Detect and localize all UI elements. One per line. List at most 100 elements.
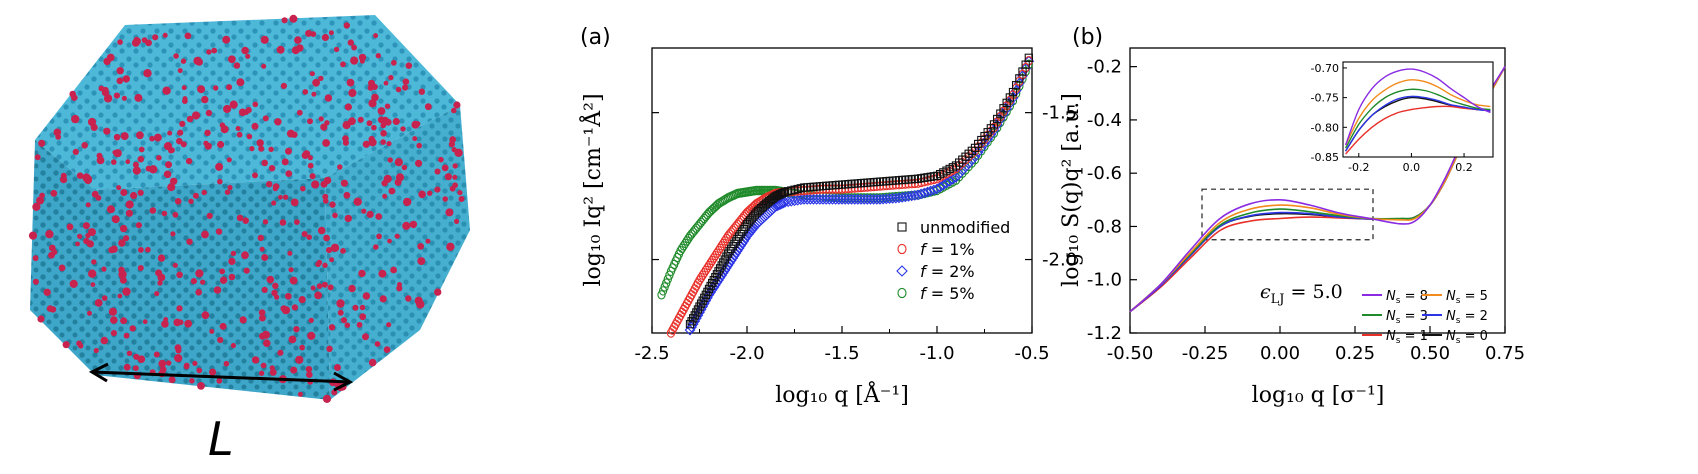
particle-dot — [108, 307, 117, 316]
particle-dot — [201, 230, 209, 239]
particle-dot — [301, 231, 308, 237]
particle-dot — [368, 99, 377, 108]
particle-dot — [321, 33, 329, 42]
particle-dot — [452, 163, 458, 169]
particle-dot — [106, 53, 115, 62]
legend-label: unmodified — [920, 218, 1010, 237]
particle-dot — [289, 14, 298, 23]
particle-dot — [328, 30, 334, 36]
particle-dot — [336, 299, 345, 308]
data-marker-square — [1024, 53, 1033, 62]
particle-dot — [101, 295, 108, 301]
particle-dot — [284, 292, 292, 300]
particle-dot — [357, 116, 364, 123]
particle-dot — [373, 244, 379, 250]
particle-dot — [334, 364, 341, 371]
particle-dot — [186, 238, 193, 245]
data-marker-diamond — [941, 177, 952, 189]
particle-dot — [131, 39, 140, 47]
particle-dot — [260, 35, 269, 44]
particle-dot — [285, 170, 293, 178]
particle-dot — [174, 344, 182, 351]
particle-dot — [82, 222, 90, 230]
data-marker-diamond — [934, 181, 946, 193]
particle-dot — [228, 55, 236, 64]
particle-dot — [362, 292, 371, 300]
particle-dot — [388, 187, 396, 195]
legend-label: Ns = 1 — [1386, 329, 1428, 346]
particle-dot — [32, 255, 39, 262]
particle-dot — [366, 120, 373, 127]
particle-dot — [256, 139, 264, 147]
simulation-cube: L — [28, 14, 470, 466]
particle-dot — [330, 243, 340, 252]
particle-dot — [383, 346, 391, 353]
particle-dot — [60, 176, 68, 184]
data-marker-diamond — [899, 191, 911, 203]
particle-dot — [371, 93, 379, 102]
particle-dot — [414, 296, 423, 305]
particle-dot — [261, 63, 267, 69]
particle-dot — [352, 304, 359, 311]
particle-dot — [149, 165, 158, 174]
particle-dot — [252, 101, 259, 108]
particle-dot — [402, 221, 411, 230]
y-tick-label: -1.5 — [1042, 103, 1077, 124]
particle-dot — [366, 210, 374, 218]
particle-dot — [293, 326, 300, 333]
particle-dot — [239, 316, 247, 324]
particle-dot — [281, 17, 288, 24]
particle-dot — [241, 46, 249, 55]
particle-dot — [78, 343, 84, 349]
particle-dot — [384, 103, 391, 109]
particle-dot — [145, 246, 151, 253]
particle-dot — [96, 156, 105, 165]
particle-dot — [405, 62, 413, 69]
particle-dot — [197, 382, 205, 390]
particle-dot — [226, 157, 232, 163]
particle-dot — [180, 58, 187, 64]
particle-dot — [362, 333, 369, 341]
particle-dot — [45, 230, 54, 239]
panel-b-legend: Ns = 8 Ns = 5 Ns = 3 Ns = 2 Ns = 1 Ns = 0 — [1362, 289, 1488, 346]
particle-dot — [266, 275, 275, 284]
particle-dot — [219, 122, 226, 128]
particle-dot — [191, 111, 201, 120]
particle-dot — [192, 192, 199, 199]
particle-dot — [310, 31, 317, 37]
particle-dot — [177, 68, 183, 74]
panel-a: (a) -2.5 -2.0 -1.5 -1.0 -0.5 -2.0 -1.5 log₁₀ … — [578, 25, 1077, 408]
particle-dot — [378, 269, 387, 278]
particle-dot — [129, 325, 136, 332]
particle-dot — [235, 126, 241, 131]
particle-dot — [453, 101, 461, 109]
particle-dot — [271, 200, 277, 206]
particle-dot — [32, 278, 39, 285]
y-tick-label: -0.4 — [1087, 110, 1122, 131]
data-marker-diamond — [896, 265, 908, 277]
particle-dot — [318, 116, 324, 122]
particle-dot — [380, 130, 387, 137]
particle-dot — [390, 59, 397, 66]
particle-dot — [403, 197, 412, 207]
particle-dot — [415, 159, 423, 167]
particle-dot — [434, 288, 442, 296]
particle-dot — [434, 186, 441, 193]
particle-dot — [195, 58, 203, 66]
particle-dot — [269, 368, 277, 376]
legend-label: Ns = 3 — [1386, 309, 1428, 326]
inset-x-tick-label: 0.2 — [1455, 161, 1473, 174]
particle-dot — [143, 69, 152, 78]
particle-dot — [217, 336, 224, 344]
particle-dot — [103, 127, 111, 135]
y-tick-label: -0.6 — [1087, 163, 1122, 184]
particle-dot — [118, 270, 127, 279]
particle-dot — [132, 161, 139, 168]
particle-dot — [310, 285, 316, 291]
particle-dot — [331, 389, 338, 396]
particle-dot — [278, 194, 283, 200]
particle-dot — [394, 178, 402, 186]
particle-dot — [243, 267, 250, 274]
particle-dot — [368, 358, 377, 367]
particle-dot — [289, 276, 298, 285]
